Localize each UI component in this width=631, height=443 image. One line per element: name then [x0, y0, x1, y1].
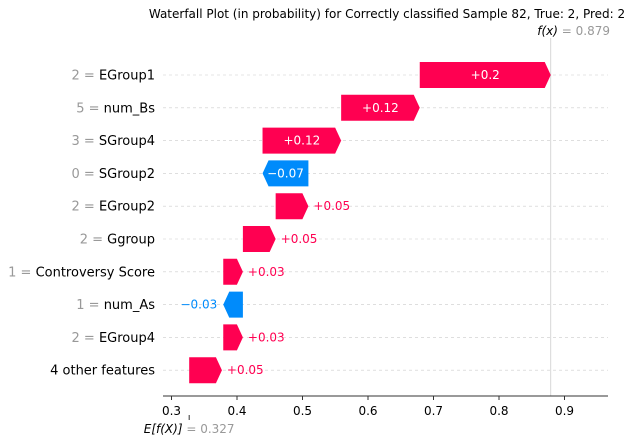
feature-label: 5 = num_Bs: [76, 101, 155, 116]
x-tick-label: 0.9: [555, 404, 574, 418]
waterfall-bar: [242, 226, 276, 252]
contribution-label: +0.03: [248, 265, 285, 279]
contribution-label: +0.05: [227, 363, 264, 377]
waterfall-bar: [262, 160, 309, 187]
x-tick-label: 0.7: [424, 404, 443, 418]
x-tick-label: 0.3: [162, 404, 181, 418]
waterfall-bar: [223, 258, 243, 285]
waterfall-bar: [223, 324, 243, 351]
feature-name: EGroup1: [99, 69, 155, 84]
feature-value: 0 =: [71, 167, 98, 182]
contribution-label: +0.12: [362, 101, 399, 115]
feature-name: EGroup4: [99, 331, 155, 346]
contribution-label: +0.03: [248, 330, 285, 344]
feature-label: 3 = SGroup4: [71, 134, 155, 149]
feature-label: 1 = Controversy Score: [8, 265, 155, 280]
feature-label: 2 = EGroup4: [72, 331, 156, 346]
contribution-label: +0.05: [281, 232, 318, 246]
feature-value: 2 =: [72, 69, 99, 84]
feature-name: SGroup4: [99, 134, 155, 149]
feature-name: Controversy Score: [36, 265, 155, 280]
feature-label: 1 = num_As: [76, 298, 155, 313]
x-tick-label: 0.5: [293, 404, 312, 418]
x-tick-label: 0.4: [227, 404, 246, 418]
feature-label: 2 = Ggroup: [80, 233, 155, 248]
feature-label: 0 = SGroup2: [71, 167, 155, 182]
ex-label: E[f(X)]: [144, 422, 183, 436]
contribution-label: +0.2: [471, 68, 500, 82]
waterfall-bar: [419, 62, 551, 88]
contribution-label: +0.12: [283, 134, 320, 148]
feature-name: EGroup2: [99, 200, 155, 215]
waterfall-bar: [189, 357, 222, 384]
feature-value: 2 =: [72, 331, 99, 346]
bars: +0.2 +0.12 +0.12 −0.07 +0.05 +0.05 +0.03 −0.03 +…: [180, 62, 551, 384]
fx-label: f(x): [537, 24, 558, 38]
contribution-label: −0.03: [180, 298, 217, 312]
x-axis: 0.3 0.4 0.5 0.6 0.7 0.8 0.9: [162, 395, 608, 420]
feature-label: 4 other features: [50, 364, 155, 379]
feature-name: num_Bs: [104, 101, 156, 116]
x-tick-label: 0.8: [489, 404, 508, 418]
chart-title: Waterfall Plot (in probability) for Corr…: [149, 7, 625, 21]
feature-value: 3 =: [71, 134, 98, 149]
fx-value: = 0.879: [558, 24, 610, 38]
feature-label: 2 = EGroup2: [72, 200, 156, 215]
fx-annotation: f(x) = 0.879: [537, 24, 610, 38]
x-tick-label: 0.6: [358, 404, 377, 418]
waterfall-bar: [262, 127, 342, 154]
waterfall-bar: [223, 291, 243, 318]
ex-annotation: E[f(X)] = 0.327: [144, 422, 235, 436]
feature-value: 1 =: [8, 265, 35, 280]
waterfall-bar: [275, 193, 309, 220]
feature-name: SGroup2: [99, 167, 155, 182]
contribution-label: −0.07: [267, 166, 304, 180]
ex-value: = 0.327: [183, 422, 235, 436]
feature-value: 2 =: [72, 200, 99, 215]
feature-value: 2 =: [80, 233, 107, 248]
feature-value: 5 =: [76, 101, 103, 116]
contribution-label: +0.05: [313, 199, 350, 213]
feature-label: 2 = EGroup1: [72, 69, 156, 84]
feature-value: 1 =: [76, 298, 103, 313]
feature-name: num_As: [104, 298, 156, 313]
waterfall-bar: [341, 94, 420, 121]
feature-labels: 2 = EGroup1 5 = num_Bs 3 = SGroup4 0 = SGro…: [8, 69, 155, 379]
feature-name: 4 other features: [50, 364, 155, 379]
feature-name: Ggroup: [107, 233, 155, 248]
